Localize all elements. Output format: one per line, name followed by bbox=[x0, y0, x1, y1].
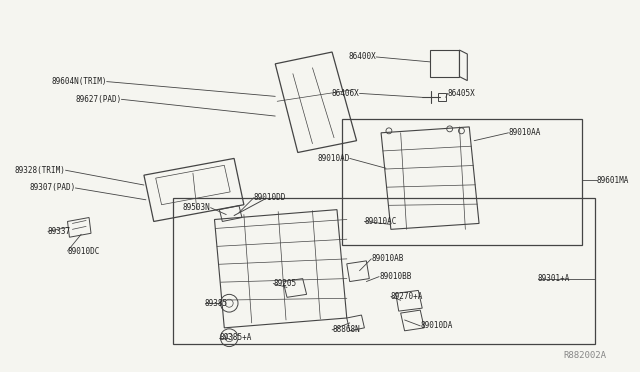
Text: 89328(TRIM): 89328(TRIM) bbox=[15, 166, 65, 175]
Text: 89503N: 89503N bbox=[183, 203, 211, 212]
Text: 89270+A: 89270+A bbox=[391, 292, 423, 301]
Text: 89601MA: 89601MA bbox=[596, 176, 629, 185]
Text: 89385+A: 89385+A bbox=[220, 333, 252, 342]
Text: 89010AA: 89010AA bbox=[508, 128, 541, 137]
Text: 89010DA: 89010DA bbox=[420, 321, 452, 330]
Bar bbox=[173, 198, 595, 344]
Text: 89627(PAD): 89627(PAD) bbox=[75, 95, 122, 104]
Text: 89337: 89337 bbox=[48, 227, 71, 236]
Text: 89604N(TRIM): 89604N(TRIM) bbox=[51, 77, 107, 86]
Text: 89010AD: 89010AD bbox=[317, 154, 349, 163]
Text: 86400X: 86400X bbox=[348, 52, 376, 61]
Text: 89010AC: 89010AC bbox=[364, 217, 397, 226]
Text: 89307(PAD): 89307(PAD) bbox=[29, 183, 76, 192]
Text: 89010DC: 89010DC bbox=[67, 247, 100, 256]
Bar bbox=[342, 119, 582, 245]
Text: 89010AB: 89010AB bbox=[371, 254, 404, 263]
Text: 89010DD: 89010DD bbox=[253, 193, 286, 202]
Text: 89205: 89205 bbox=[273, 279, 296, 288]
Text: 86405X: 86405X bbox=[448, 89, 476, 98]
Text: 86406X: 86406X bbox=[332, 89, 360, 98]
Text: 89385: 89385 bbox=[205, 299, 228, 308]
Text: R882002A: R882002A bbox=[563, 351, 607, 360]
Text: 89301+A: 89301+A bbox=[538, 274, 570, 283]
Bar bbox=[438, 93, 445, 101]
Text: 89010BB: 89010BB bbox=[379, 272, 412, 281]
Text: 88868N: 88868N bbox=[332, 326, 360, 334]
